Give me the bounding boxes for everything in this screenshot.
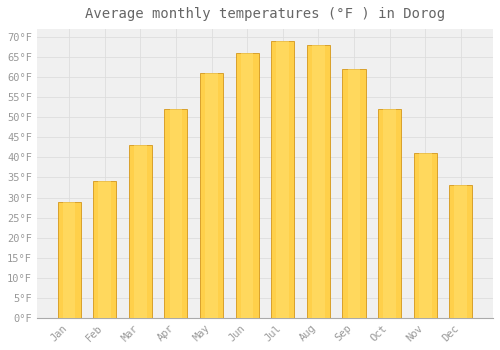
Bar	[383, 109, 396, 318]
Bar	[205, 73, 218, 318]
Bar	[312, 45, 324, 318]
Bar	[93, 182, 116, 318]
Bar	[307, 45, 330, 318]
Title: Average monthly temperatures (°F ) in Dorog: Average monthly temperatures (°F ) in Do…	[85, 7, 445, 21]
Bar	[241, 53, 254, 318]
Bar	[414, 153, 436, 318]
Bar	[342, 69, 365, 318]
Bar	[454, 186, 467, 318]
Bar	[348, 69, 360, 318]
Bar	[58, 202, 80, 318]
Bar	[449, 186, 472, 318]
Bar	[98, 182, 111, 318]
Bar	[271, 41, 294, 318]
Bar	[128, 145, 152, 318]
Bar	[63, 202, 76, 318]
Bar	[378, 109, 401, 318]
Bar	[200, 73, 223, 318]
Bar	[419, 153, 432, 318]
Bar	[164, 109, 188, 318]
Bar	[170, 109, 182, 318]
Bar	[236, 53, 258, 318]
Bar	[276, 41, 289, 318]
Bar	[134, 145, 146, 318]
